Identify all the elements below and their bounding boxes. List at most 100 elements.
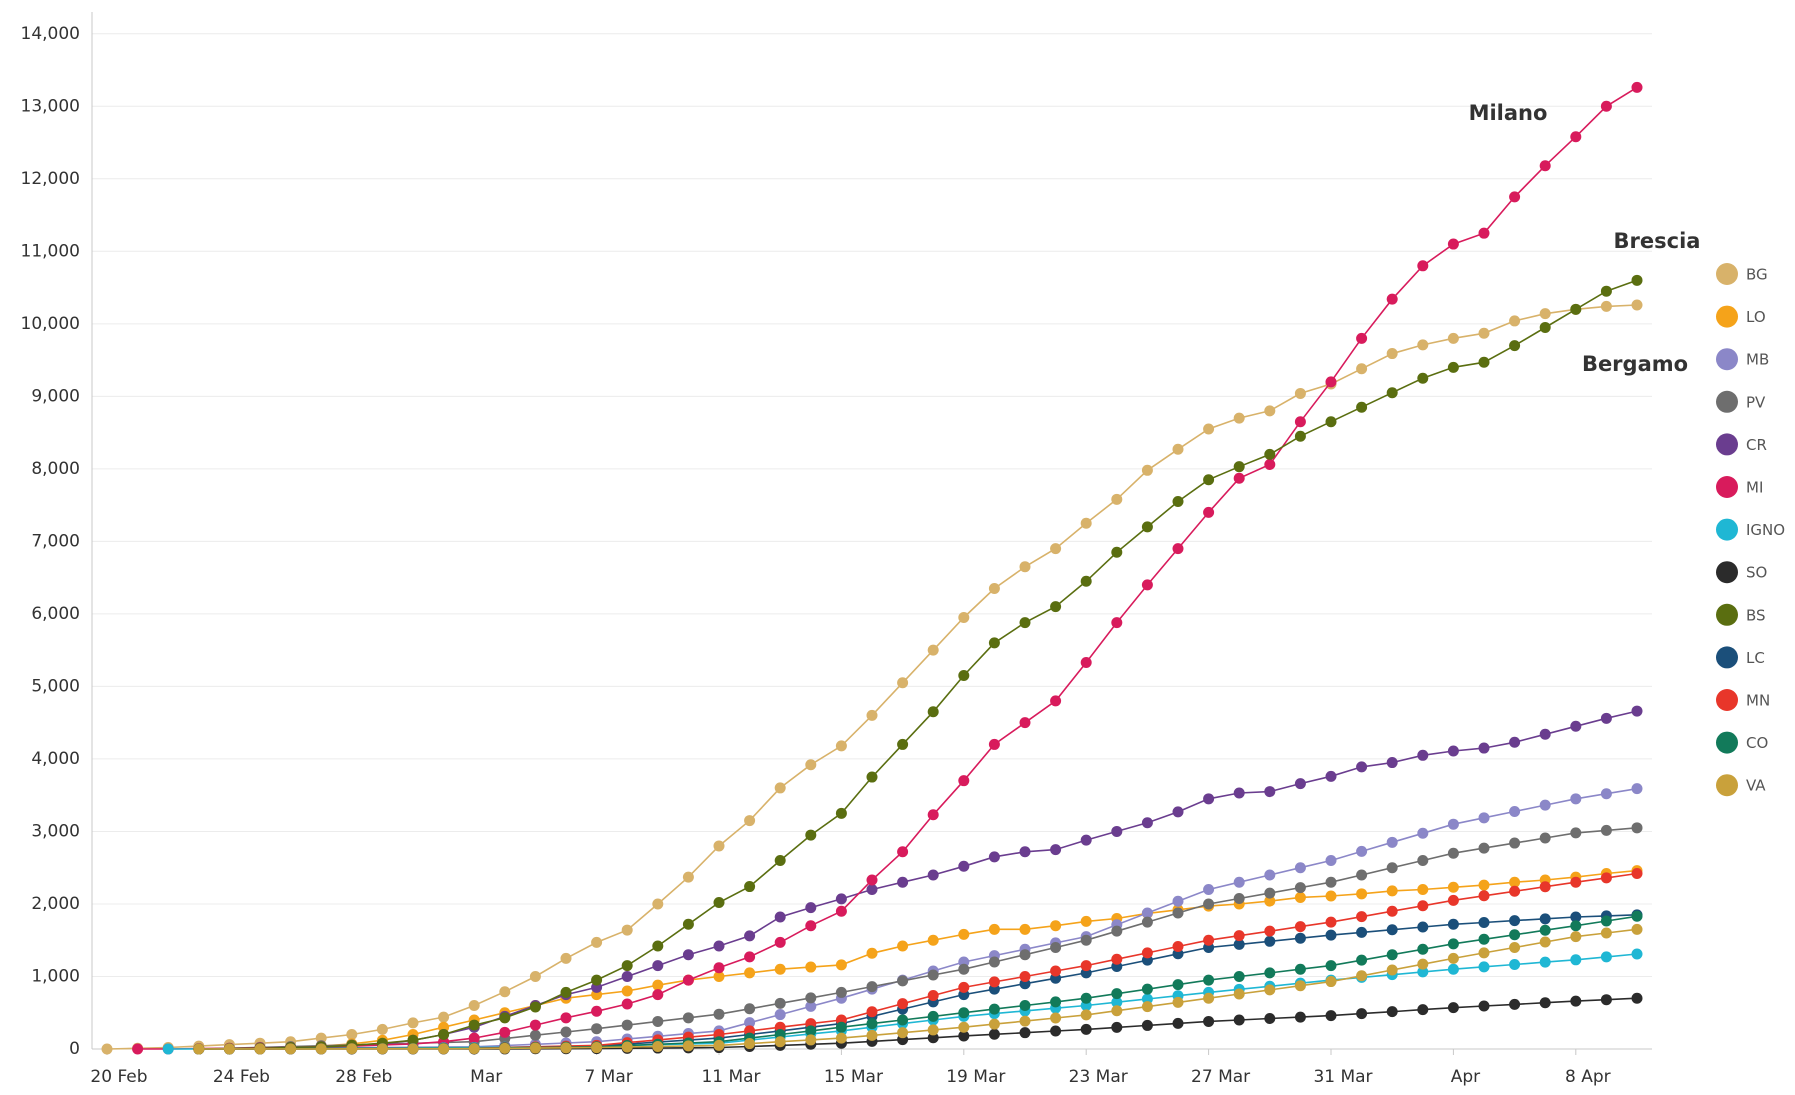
- data-point: [1264, 984, 1276, 996]
- data-point: [1111, 493, 1123, 505]
- data-point: [407, 1043, 419, 1055]
- data-point: [1570, 876, 1582, 888]
- data-point: [1539, 956, 1551, 968]
- data-point: [132, 1043, 144, 1055]
- data-point: [1294, 416, 1306, 428]
- data-point: [897, 998, 909, 1010]
- legend-label: CR: [1746, 436, 1767, 454]
- data-point: [1478, 1000, 1490, 1012]
- series-line: [198, 710, 1638, 1050]
- data-point: [1417, 372, 1429, 384]
- data-point: [1264, 448, 1276, 460]
- data-point: [805, 829, 817, 841]
- data-point: [1356, 911, 1368, 923]
- x-tick-label: 8 Apr: [1565, 1067, 1611, 1087]
- x-tick-label: 23 Mar: [1069, 1067, 1128, 1087]
- series-line: [106, 304, 1638, 1050]
- data-point: [1050, 601, 1062, 613]
- data-point: [621, 985, 633, 997]
- data-point: [927, 869, 939, 881]
- data-point: [835, 1032, 847, 1044]
- data-point: [713, 840, 725, 852]
- data-point: [744, 967, 756, 979]
- data-point: [1325, 1010, 1337, 1022]
- data-point: [1509, 837, 1521, 849]
- data-point: [560, 1042, 572, 1054]
- data-point: [682, 918, 694, 930]
- data-point: [1509, 876, 1521, 888]
- data-point: [1172, 895, 1184, 907]
- data-point: [1386, 293, 1398, 305]
- data-point: [1356, 869, 1368, 881]
- data-point: [1631, 783, 1643, 795]
- annotation: Milano: [1469, 101, 1548, 125]
- data-point: [1294, 882, 1306, 894]
- data-point: [529, 1001, 541, 1013]
- data-point: [713, 962, 725, 974]
- data-point: [591, 1042, 603, 1054]
- data-point: [438, 1043, 450, 1055]
- data-point: [1417, 827, 1429, 839]
- data-point: [927, 1024, 939, 1036]
- legend-swatch: [1716, 348, 1738, 371]
- legend-label: LC: [1746, 649, 1765, 667]
- legend-label: MI: [1746, 479, 1763, 497]
- data-point: [621, 1041, 633, 1053]
- data-point: [1447, 1002, 1459, 1014]
- data-point: [1447, 745, 1459, 757]
- data-point: [1447, 918, 1459, 930]
- data-point: [1294, 932, 1306, 944]
- data-point: [652, 1040, 664, 1052]
- data-point: [713, 970, 725, 982]
- data-point: [468, 1032, 480, 1044]
- data-point: [1019, 999, 1031, 1011]
- data-point: [285, 1043, 297, 1055]
- data-point: [1600, 951, 1612, 963]
- data-point: [1600, 824, 1612, 836]
- data-point: [744, 951, 756, 963]
- data-point: [499, 986, 511, 998]
- data-point: [1539, 997, 1551, 1009]
- data-point: [1570, 793, 1582, 805]
- data-point: [1233, 988, 1245, 1000]
- data-point: [1111, 546, 1123, 558]
- data-point: [1600, 872, 1612, 884]
- data-point: [1264, 1013, 1276, 1025]
- legend-swatch: [1716, 774, 1738, 797]
- data-point: [346, 1043, 358, 1055]
- data-point: [1294, 963, 1306, 975]
- data-point: [1203, 974, 1215, 986]
- data-point: [468, 1043, 480, 1055]
- data-point: [1478, 916, 1490, 928]
- data-point: [1356, 401, 1368, 413]
- data-point: [897, 677, 909, 689]
- data-point: [1203, 793, 1215, 805]
- data-point: [866, 771, 878, 783]
- data-point: [254, 1043, 266, 1055]
- data-point: [376, 1043, 388, 1055]
- x-tick-label: 19 Mar: [946, 1067, 1005, 1087]
- data-point: [1050, 1025, 1062, 1037]
- data-point: [1386, 836, 1398, 848]
- data-point: [682, 949, 694, 961]
- data-point: [805, 961, 817, 973]
- data-point: [1447, 847, 1459, 859]
- data-point: [805, 902, 817, 914]
- data-point: [591, 936, 603, 948]
- data-point: [1264, 869, 1276, 881]
- data-point: [1141, 1001, 1153, 1013]
- data-point: [988, 923, 1000, 935]
- data-point: [1386, 348, 1398, 360]
- data-point: [591, 1005, 603, 1017]
- data-point: [652, 979, 664, 991]
- data-point: [1325, 929, 1337, 941]
- data-point: [1447, 952, 1459, 964]
- data-point: [805, 1000, 817, 1012]
- data-point: [1141, 579, 1153, 591]
- data-point: [1417, 943, 1429, 955]
- data-point: [1509, 806, 1521, 818]
- data-point: [1325, 376, 1337, 388]
- data-point: [805, 1034, 817, 1046]
- legend-label: LO: [1746, 308, 1766, 326]
- data-point: [1294, 778, 1306, 790]
